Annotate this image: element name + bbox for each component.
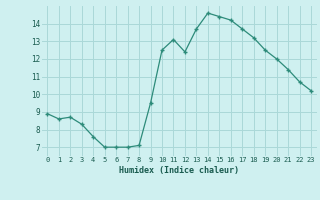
X-axis label: Humidex (Indice chaleur): Humidex (Indice chaleur): [119, 166, 239, 175]
